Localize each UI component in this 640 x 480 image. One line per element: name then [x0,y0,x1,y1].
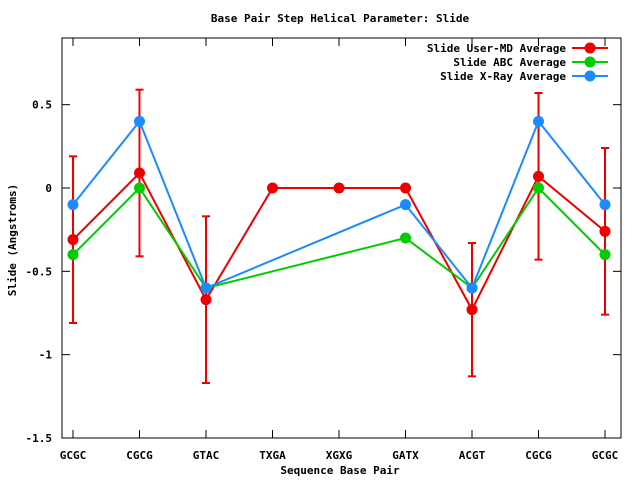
data-point [134,182,145,194]
legend-marker [584,70,596,82]
data-point [400,232,411,244]
data-point [67,234,79,246]
data-point [599,225,611,237]
series-layer [67,88,611,384]
data-point [400,182,411,194]
data-point [466,304,478,316]
y-axis-label: Slide (Angstroms) [6,184,19,297]
data-point [400,199,411,211]
x-tick-label: GATX [392,449,419,462]
series-markers-3 [67,115,611,294]
data-point [533,115,544,127]
data-point [599,199,611,211]
data-point [67,249,79,261]
data-point [134,115,145,127]
axis-ticks: 0.5 0 -0.5 -1 -1.5 GCGC CGCG GTAC TXGA XGXG GATX AC… [26,38,621,462]
y-tick-label: 0 [45,182,52,195]
y-tick-label: 0.5 [32,99,52,112]
x-axis-label: Sequence Base Pair [280,464,400,477]
data-point [533,170,544,182]
data-point [533,182,544,194]
y-tick-label: -0.5 [26,265,53,278]
legend-marker [584,56,596,68]
x-tick-label: GCGC [592,449,619,462]
chart-title: Base Pair Step Helical Parameter: Slide [211,12,470,25]
data-point [134,167,145,179]
series-markers-2 [67,182,611,294]
data-point [599,249,611,261]
legend-label: Slide X-Ray Average [440,70,566,83]
data-point [200,294,212,306]
legend-label: Slide User-MD Average [427,42,566,55]
x-tick-label: XGXG [326,449,353,462]
data-point [67,199,79,211]
x-tick-label: GTAC [193,449,220,462]
data-point [267,182,278,194]
x-tick-label: CGCG [126,449,153,462]
x-tick-label: GCGC [60,449,87,462]
legend-label: Slide ABC Average [453,56,566,69]
data-point [466,282,478,294]
data-point [200,282,212,294]
plot-frame [61,37,622,439]
series-1 [69,88,609,384]
y-tick-label: -1 [39,349,53,362]
x-tick-label: CGCG [525,449,552,462]
legend-marker [584,42,596,54]
series-markers-1 [67,167,611,316]
x-tick-label: ACGT [459,449,486,462]
y-tick-label: -1.5 [26,432,53,445]
x-tick-label: TXGA [259,449,286,462]
data-point [333,182,345,194]
